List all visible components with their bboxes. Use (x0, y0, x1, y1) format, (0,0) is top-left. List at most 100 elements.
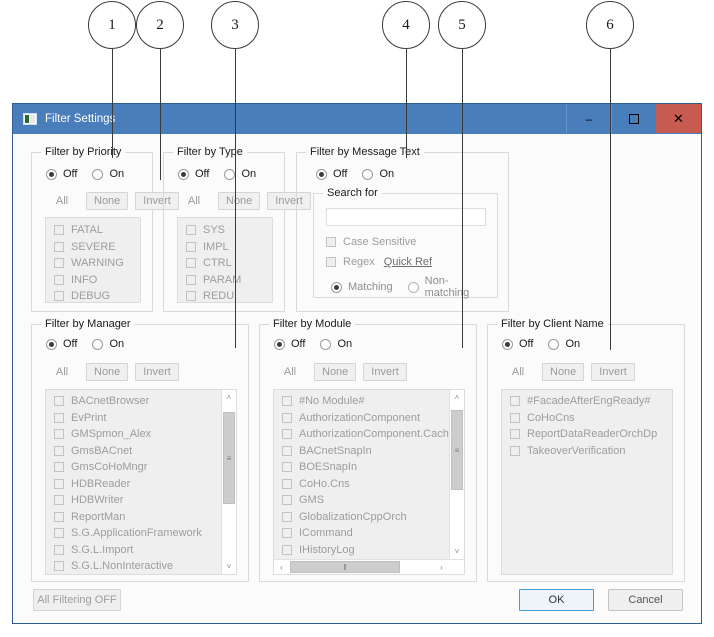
manager-invert-button[interactable]: Invert (135, 363, 179, 381)
checkbox[interactable] (282, 445, 292, 456)
maximize-button[interactable] (611, 104, 656, 133)
checkbox[interactable] (510, 445, 520, 456)
type-on-radio[interactable] (224, 168, 236, 180)
list-item[interactable]: IMPL (178, 239, 272, 256)
checkbox[interactable] (186, 274, 196, 285)
checkbox[interactable] (510, 429, 520, 440)
checkbox[interactable] (186, 241, 196, 252)
case-sensitive-checkbox[interactable] (326, 237, 336, 247)
regex-row[interactable]: Regex Quick Ref (326, 256, 432, 268)
matching-radio[interactable] (331, 281, 342, 293)
manager-all-button[interactable]: All (55, 366, 69, 378)
list-item[interactable]: REDU (178, 288, 272, 302)
list-item[interactable]: GlobalizationCppOrch (274, 509, 464, 526)
list-item[interactable]: BACnetBrowser (46, 393, 236, 410)
type-all-button[interactable]: All (187, 195, 201, 207)
list-item[interactable]: BACnetSnapIn (274, 443, 464, 460)
list-item[interactable]: GmsCoHoMngr (46, 459, 236, 476)
scroll-thumb[interactable]: ≡ (223, 412, 235, 504)
module-on-radio[interactable] (320, 338, 332, 350)
checkbox[interactable] (54, 291, 64, 302)
ok-button[interactable]: OK (519, 589, 594, 611)
type-none-button[interactable]: None (218, 192, 261, 210)
list-item[interactable]: CoHo.Cns (274, 476, 464, 493)
minimize-button[interactable]: – (566, 104, 611, 133)
list-item[interactable]: #No Module# (274, 393, 464, 410)
list-item[interactable]: DEBUG (46, 288, 140, 302)
list-item[interactable]: IHistoryLog (274, 542, 464, 559)
non-matching-radio[interactable] (407, 281, 419, 293)
type-list[interactable]: SYS IMPL CTRL PARAM REDU DBG (177, 217, 273, 303)
module-list[interactable]: #No Module# AuthorizationComponent Autho… (273, 389, 465, 575)
checkbox[interactable] (54, 462, 64, 473)
list-item[interactable]: #FacadeAfterEngReady# (502, 393, 672, 410)
checkbox[interactable] (54, 561, 64, 572)
list-item[interactable]: S.G.TakeoverVerification (46, 575, 236, 576)
quick-ref-link[interactable]: Quick Ref (383, 256, 433, 268)
checkbox[interactable] (54, 396, 64, 407)
manager-off-radio[interactable] (46, 338, 57, 350)
checkbox[interactable] (54, 429, 64, 440)
checkbox[interactable] (282, 478, 292, 489)
checkbox[interactable] (282, 511, 292, 522)
message-text-on-radio[interactable] (362, 168, 374, 180)
client-name-invert-button[interactable]: Invert (591, 363, 635, 381)
module-none-button[interactable]: None (314, 363, 357, 381)
checkbox[interactable] (282, 495, 292, 506)
list-item[interactable]: GMSpmon_Alex (46, 426, 236, 443)
priority-none-button[interactable]: None (86, 192, 129, 210)
priority-off-radio[interactable] (46, 168, 57, 180)
list-item[interactable]: SEVERE (46, 239, 140, 256)
module-horizontal-scrollbar[interactable]: ‹ ‖ › (274, 559, 464, 574)
list-item[interactable]: HDBReader (46, 476, 236, 493)
all-filtering-off-button[interactable]: All Filtering OFF (33, 589, 121, 611)
list-item[interactable]: WARNING (46, 255, 140, 272)
checkbox[interactable] (54, 225, 64, 236)
hscroll-thumb[interactable]: ‖ (290, 561, 400, 573)
scroll-thumb[interactable]: ≡ (451, 410, 463, 490)
list-item[interactable]: GMS (274, 492, 464, 509)
list-item[interactable]: ICommand (274, 525, 464, 542)
priority-all-button[interactable]: All (55, 195, 69, 207)
checkbox[interactable] (510, 396, 520, 407)
checkbox[interactable] (510, 412, 520, 423)
scroll-down-icon[interactable]: ˅ (450, 544, 464, 559)
client-name-none-button[interactable]: None (542, 363, 585, 381)
list-item[interactable]: CTRL (178, 255, 272, 272)
checkbox[interactable] (282, 462, 292, 473)
list-item[interactable]: S.G.ApplicationFramework (46, 525, 236, 542)
list-item[interactable]: HDBWriter (46, 492, 236, 509)
checkbox[interactable] (54, 412, 64, 423)
checkbox[interactable] (54, 445, 64, 456)
list-item[interactable]: ReportDataReaderOrchDp (502, 426, 672, 443)
module-vertical-scrollbar[interactable]: ˄ ≡ ˅ (449, 390, 464, 559)
list-item[interactable]: ReportMan (46, 509, 236, 526)
checkbox[interactable] (54, 544, 64, 555)
list-item[interactable]: FATAL (46, 222, 140, 239)
manager-vertical-scrollbar[interactable]: ˄ ≡ ˅ (221, 390, 236, 574)
message-text-off-radio[interactable] (316, 168, 327, 180)
list-item[interactable]: PARAM (178, 272, 272, 289)
client-name-on-radio[interactable] (548, 338, 560, 350)
scroll-down-icon[interactable]: ˅ (222, 559, 236, 574)
checkbox[interactable] (54, 478, 64, 489)
list-item[interactable]: INFO (46, 272, 140, 289)
list-item[interactable]: BOESnapIn (274, 459, 464, 476)
checkbox[interactable] (54, 274, 64, 285)
list-item[interactable]: GmsBACnet (46, 443, 236, 460)
scroll-left-icon[interactable]: ‹ (274, 560, 289, 574)
checkbox[interactable] (54, 511, 64, 522)
client-name-off-radio[interactable] (502, 338, 513, 350)
type-off-radio[interactable] (178, 168, 189, 180)
type-invert-button[interactable]: Invert (267, 192, 311, 210)
checkbox[interactable] (282, 544, 292, 555)
client-name-list[interactable]: #FacadeAfterEngReady# CoHoCns ReportData… (501, 389, 673, 575)
checkbox[interactable] (54, 241, 64, 252)
scroll-right-icon[interactable]: › (434, 560, 449, 574)
case-sensitive-row[interactable]: Case Sensitive (326, 236, 416, 248)
list-item[interactable]: EvPrint (46, 410, 236, 427)
module-all-button[interactable]: All (283, 366, 297, 378)
list-item[interactable]: AuthorizationComponent (274, 410, 464, 427)
checkbox[interactable] (282, 528, 292, 539)
regex-checkbox[interactable] (326, 257, 336, 267)
